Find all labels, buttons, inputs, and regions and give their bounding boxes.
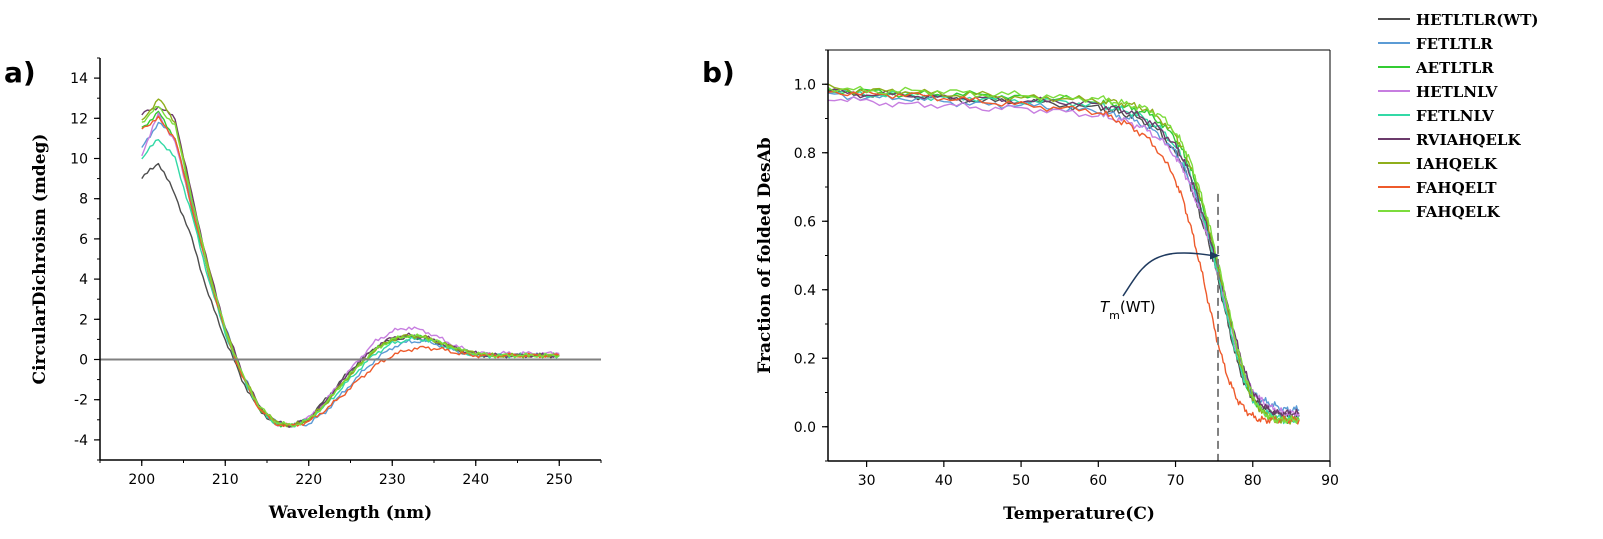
panel-a-label: a) [4, 56, 36, 89]
x-tick-label: 220 [295, 472, 322, 488]
panel-b-chart: 30 40 50 60 70 80 900.00.20.40.60.81.0 Tm(WT) … [755, 49, 1339, 524]
series-line-fahqelk [141, 105, 560, 428]
series-line-fahqelt [827, 90, 1300, 425]
panel-b-x-axis-title: Temperature(C) [1003, 504, 1155, 524]
legend-label: HETLNLV [1416, 83, 1498, 101]
y-tick-label: 6 [79, 232, 88, 248]
y-tick-label: 0.0 [794, 420, 816, 436]
x-tick-label: 80 [1244, 473, 1262, 489]
x-tick-label: 50 [1012, 473, 1030, 489]
series-line-fahqelt [141, 115, 560, 428]
series-line-fahqelk [827, 85, 1300, 424]
y-tick-label: 4 [79, 272, 88, 288]
y-tick-label: 0 [79, 353, 88, 369]
legend: HETLTLR(WT) FETLTLR AETLTLR HETLNLV FETLNLV R… [1378, 11, 1538, 221]
y-tick-label: 0.6 [794, 214, 816, 230]
series-line-fetltlr [827, 92, 1300, 414]
legend-label: FETLTLR [1416, 35, 1493, 53]
panel-a-chart: 200 210 220 230 240 250 -4 -2 0 2 4 6 8 10 12 14 Wavele… [30, 57, 602, 523]
legend-label: AETLTLR [1415, 59, 1494, 77]
series-line-fetlnlv [141, 139, 560, 428]
y-tick-label: 1.0 [794, 77, 816, 93]
legend-label: FETLNLV [1416, 107, 1494, 125]
y-tick-label: -4 [74, 433, 88, 449]
series-line-iahqelk [827, 83, 1300, 425]
y-tick-label: 14 [70, 71, 88, 87]
panel-b-series [827, 83, 1300, 425]
y-tick-label: 0.2 [794, 351, 816, 367]
series-line-aetltlr [827, 88, 1300, 424]
series-line-iahqelk [141, 98, 560, 428]
x-tick-label: 210 [212, 472, 239, 488]
tm-annotation-arrow [1122, 252, 1213, 297]
series-line-hetlnlv [141, 112, 560, 428]
x-tick-label: 30 [858, 473, 876, 489]
panel-a-y-axis-title: CircularDichroism (mdeg) [30, 134, 50, 385]
x-tick-label: 200 [128, 472, 155, 488]
panel-b-ticks: 30 40 50 60 70 80 90 0.0 0.2 0.4 0.6 0.8 1.0 [794, 49, 1339, 489]
series-line-aetltlr [141, 110, 560, 428]
legend-label: RVIAHQELK [1416, 131, 1521, 149]
tm-annotation-label: Tm(WT) [1100, 298, 1156, 322]
series-line-fetltlr [141, 121, 560, 427]
series-line-fetlnlv [827, 88, 1300, 425]
x-tick-label: 90 [1321, 473, 1339, 489]
legend-label: IAHQELK [1416, 155, 1498, 173]
x-tick-label: 240 [462, 472, 489, 488]
panel-b-y-axis-title: Fraction of folded DesAb [755, 137, 775, 374]
tm-annotation-sub: m [1109, 309, 1120, 322]
x-tick-label: 70 [1167, 473, 1185, 489]
x-tick-label: 250 [546, 472, 573, 488]
y-tick-label: 2 [79, 312, 88, 328]
y-tick-label: 12 [70, 111, 88, 127]
panel-a-series [141, 98, 560, 428]
x-tick-label: 230 [379, 472, 406, 488]
x-tick-label: 60 [1089, 473, 1107, 489]
x-tick-label: 40 [935, 473, 953, 489]
panel-a-x-axis-title: Wavelength (nm) [268, 503, 432, 523]
y-tick-label: 8 [79, 192, 88, 208]
y-tick-label: 0.8 [794, 146, 816, 162]
legend-label: HETLTLR(WT) [1416, 11, 1538, 29]
series-line-hetltlr-wt- [827, 88, 1300, 421]
y-tick-label: -2 [74, 393, 88, 409]
y-tick-label: 0.4 [794, 283, 816, 299]
series-line-rviahqelk [827, 88, 1300, 418]
legend-label: FAHQELK [1416, 203, 1501, 221]
series-line-hetlnlv [827, 96, 1300, 417]
tm-annotation-rest: (WT) [1120, 298, 1156, 316]
tm-annotation-arrowhead [1210, 251, 1221, 260]
tm-annotation-T: T [1100, 298, 1111, 316]
panel-a-ticks: 200 210 220 230 240 250 -4 -2 0 2 4 6 8 10 12 14 [70, 57, 602, 488]
y-tick-label: 10 [70, 152, 88, 168]
panel-b-label: b) [702, 56, 735, 89]
legend-label: FAHQELT [1416, 179, 1497, 197]
